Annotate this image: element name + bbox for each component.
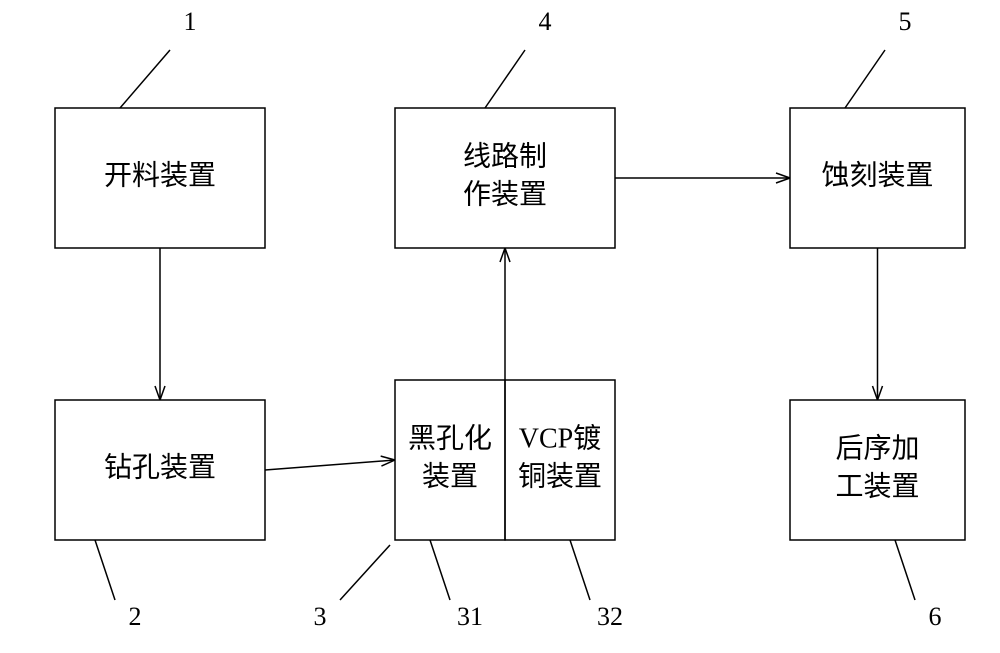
node-n2-line0: 钻孔装置 [104,451,216,483]
node-n6-line0: 后序加 [835,433,919,465]
node-n4-line1: 作装置 [463,178,547,210]
node-n1-line0: 开料装置 [104,159,216,191]
node-n2: 钻孔装置 [55,400,265,540]
node-n32-line1: 铜装置 [518,460,602,492]
label-text-l6: 6 [929,602,942,631]
label-l1: 1 [120,7,197,108]
label-text-l3: 3 [314,602,327,631]
label-text-l1: 1 [184,7,197,36]
label-l32: 32 [570,540,623,631]
node-n5: 蚀刻装置 [790,108,965,248]
node-n1: 开料装置 [55,108,265,248]
label-l6: 6 [895,540,942,631]
node-n31-line1: 装置 [422,460,478,492]
label-text-l31: 31 [457,602,483,631]
label-l2: 2 [95,540,142,631]
node-n4: 线路制作装置 [395,108,615,248]
edge-0 [155,248,165,400]
label-text-l4: 4 [539,7,552,36]
node-n4-line0: 线路制 [463,141,547,173]
node-n6-line1: 工装置 [835,470,919,502]
label-text-l32: 32 [597,602,623,631]
node-n6: 后序加工装置 [790,400,965,540]
node-n32: VCP镀铜装置 [505,380,615,540]
label-text-l5: 5 [899,7,912,36]
label-text-l2: 2 [129,602,142,631]
node-n32-line0: VCP镀 [519,423,601,455]
label-l5: 5 [845,7,912,108]
node-n31: 黑孔化装置 [395,380,505,540]
edge-3 [615,173,790,183]
label-l4: 4 [485,7,552,108]
node-n31-line0: 黑孔化 [408,423,492,455]
label-l31: 31 [430,540,483,631]
edge-1 [265,456,395,470]
edge-2 [500,248,510,380]
label-l3: 3 [314,545,391,631]
node-n5-line0: 蚀刻装置 [821,159,933,191]
edge-4 [873,248,883,400]
